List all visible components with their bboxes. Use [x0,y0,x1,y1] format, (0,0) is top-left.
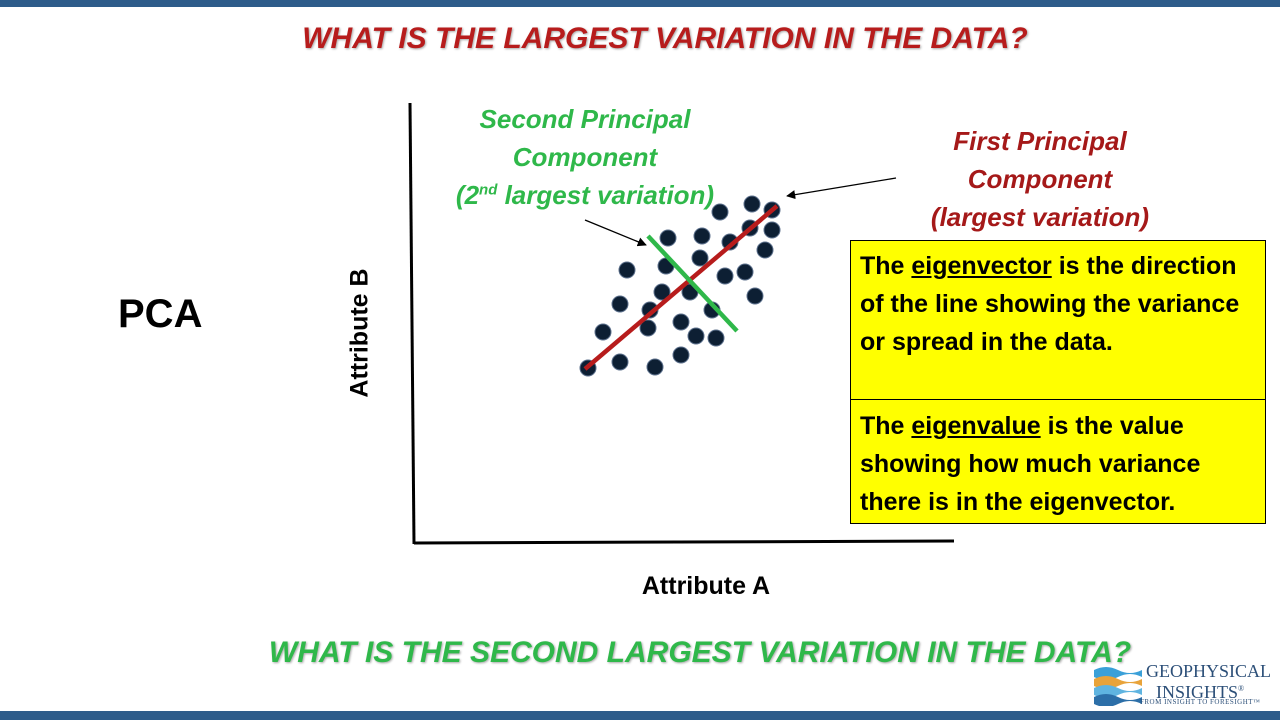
geophysical-insights-logo: GEOPHYSICAL INSIGHTS® FROM INSIGHT TO FO… [1092,660,1280,710]
data-point [736,263,754,281]
second-component-arrow [584,219,647,247]
data-point [659,229,677,247]
bottom-border [0,711,1280,720]
data-point [743,195,761,213]
question-largest-variation: WHAT IS THE LARGEST VARIATION IN THE DAT… [302,22,1028,55]
data-point [646,358,664,376]
data-point [693,227,711,245]
eigenvector-term: eigenvector [911,252,1052,280]
data-point [618,261,636,279]
data-point [639,319,657,337]
eigenvalue-term: eigenvalue [911,412,1041,440]
data-point [653,283,671,301]
y-axis-label-text: Attribute B [345,268,374,398]
second-label-line3: (2nd largest variation) [455,180,715,210]
data-point [707,329,725,347]
second-label-line1: Second Principal [479,104,691,134]
definition-divider [851,399,1265,400]
data-point [746,287,764,305]
definition-box: The eigenvector is the direction of the … [850,240,1266,524]
data-point [763,221,781,239]
first-label-line2: Component [967,164,1113,194]
data-point [672,346,690,364]
pca-label: PCA [118,292,203,336]
data-point [711,203,729,221]
data-point [611,295,629,313]
data-point [594,323,612,341]
axes [408,102,955,545]
first-label-line1: First Principal [953,126,1127,156]
data-point [691,249,709,267]
y-axis [408,102,416,545]
second-principal-component-label: Second Principal Component (2nd largest … [432,100,738,214]
data-point [716,267,734,285]
data-point [756,241,774,259]
eigenvalue-definition: The eigenvalue is the value showing how … [860,412,1201,516]
logo-waves-icon [1094,667,1142,706]
logo-name: GEOPHYSICAL INSIGHTS® [1146,661,1272,702]
second-principal-component-line [646,234,739,333]
logo-tagline: FROM INSIGHT TO FORESIGHT™ [1140,698,1261,706]
first-principal-component-line [583,204,779,371]
x-axis-label: Attribute A [641,572,771,600]
first-principal-component-label: First Principal Component (largest varia… [900,122,1180,236]
data-point [641,301,659,319]
data-point [611,353,629,371]
second-label-line2: Component [512,142,658,172]
first-component-arrow [786,177,897,200]
data-point [687,327,705,345]
data-point [672,313,690,331]
question-second-largest-variation: WHAT IS THE SECOND LARGEST VARIATION IN … [268,636,1132,669]
x-axis [413,539,955,545]
eigenvector-definition: The eigenvector is the direction of the … [860,252,1240,356]
top-border [0,0,1280,7]
first-label-line3: (largest variation) [930,202,1150,232]
